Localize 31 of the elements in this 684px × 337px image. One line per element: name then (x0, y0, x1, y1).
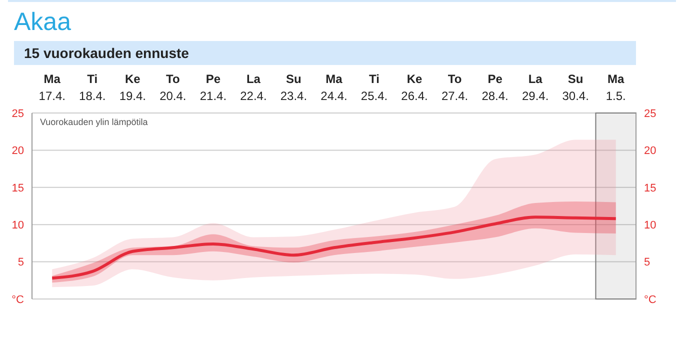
x-tick-label: Ke 19.4. (119, 72, 146, 103)
chart-title: Akaa (14, 8, 72, 37)
x-tick-label: Pe 21.4. (200, 72, 227, 103)
y2-tick-label: °C (644, 294, 656, 306)
x-tick-label: Ma 17.4. (38, 72, 66, 103)
y2-tick-label: 25 (644, 108, 656, 120)
y-tick-label: 5 (18, 256, 24, 269)
y2-tick-label: 5 (644, 256, 650, 269)
x-tick-label: Ti 25.4. (360, 72, 388, 103)
y-tick-label: 10 (12, 220, 24, 232)
annotation: Vuorokauden ylin lämpötila (38, 117, 150, 127)
x-tick-label: Su 23.4. (280, 72, 308, 103)
y-tick-label: 15 (12, 182, 24, 194)
y2-tick-label: 10 (644, 220, 656, 232)
x-tick-label: Su 30.4. (562, 72, 589, 103)
x-tick-label: La 22.4. (240, 72, 267, 103)
x-tick-label: Ma 1.5. (606, 72, 626, 103)
x-tick-label: To 20.4. (160, 72, 186, 103)
chart-subtitle: 15 vuorokauden ennuste (14, 41, 636, 65)
x-tick-label: La 29.4. (522, 72, 549, 103)
y-tick-label: °C (12, 294, 24, 306)
x-tick-label: Pe 28.4. (482, 72, 508, 103)
x-tick-label: Ke 26.4. (401, 72, 428, 103)
x-tick-label: To 27.4. (441, 72, 468, 103)
y2-tick-label: 20 (644, 145, 656, 158)
y-tick-label: 20 (12, 145, 24, 158)
y2-tick-label: 15 (644, 182, 656, 194)
y-tick-label: 25 (12, 108, 24, 120)
x-tick-label: Ma 24.4. (320, 72, 348, 103)
x-tick-label: Ti 18.4. (79, 72, 106, 103)
line-series (50, 216, 618, 280)
